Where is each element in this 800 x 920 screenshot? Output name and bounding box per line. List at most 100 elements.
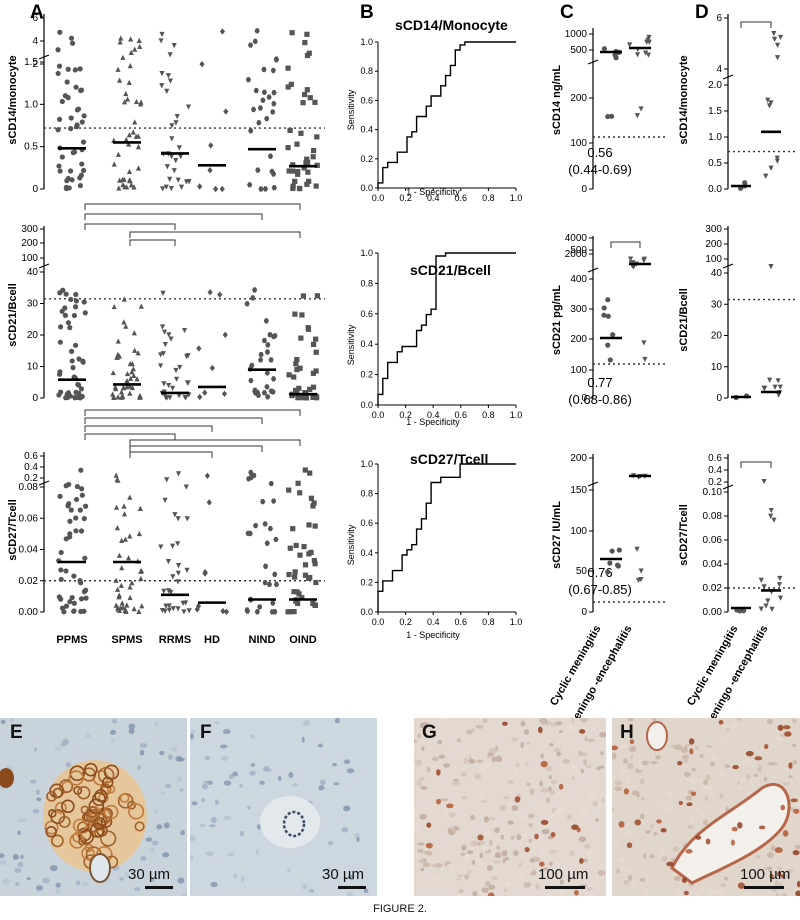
f-nuclei — [247, 805, 251, 810]
a-bot-points-1 — [113, 577, 119, 583]
plot-marks: 00.51.01.52460102030401002003000.000.020… — [19, 13, 795, 627]
a-bot-points-0 — [81, 589, 88, 595]
a-top-points-2 — [165, 73, 172, 79]
e-nuclei — [0, 859, 7, 866]
a-mid-points-0 — [63, 291, 69, 297]
a-top-points-0 — [73, 84, 79, 90]
a-top-points-4 — [253, 87, 259, 94]
a-bot-points-4 — [271, 498, 277, 504]
h-tissue — [673, 876, 682, 882]
h-tissue — [699, 754, 704, 759]
c-mid-tick-2: 200 — [570, 334, 587, 345]
a-top-points-5 — [287, 127, 293, 134]
d-bot-tick-02: 0.2 — [708, 477, 722, 488]
a-bot-points-0 — [59, 605, 66, 611]
h-tissue — [704, 795, 709, 802]
g-tissue — [598, 765, 605, 769]
a-mid-points-3 — [197, 393, 203, 401]
h-stained-cell — [780, 874, 785, 879]
g-tissue — [504, 856, 510, 861]
e-nuclei — [177, 776, 182, 782]
g-tissue — [549, 814, 557, 819]
a-top-points-1 — [128, 182, 134, 188]
h-tissue — [649, 854, 655, 859]
h-stained-cell — [629, 739, 635, 745]
g-tissue — [421, 746, 425, 751]
a-mid-points-1 — [120, 393, 126, 399]
h-tissue — [717, 891, 724, 896]
h-tissue — [795, 777, 800, 781]
g-tissue — [423, 850, 431, 855]
roc-cd14-ytick-3: 0.6 — [360, 95, 373, 105]
a-mid-points-5 — [310, 384, 317, 390]
a-bot-points-2 — [169, 543, 176, 549]
micrograph-h — [612, 718, 800, 896]
h-stained-cell — [691, 791, 697, 797]
h-tissue — [612, 807, 615, 812]
a-mid-points-1 — [128, 375, 134, 381]
h-tissue — [711, 756, 717, 762]
a-top-points-4 — [255, 167, 261, 173]
a-mid-points-2 — [182, 394, 188, 401]
a-top-points-5 — [286, 168, 292, 174]
a-bot-points-5 — [306, 522, 312, 528]
e-nuclei — [137, 765, 142, 770]
g-tissue — [466, 850, 474, 855]
d-bot-pts-1 — [761, 478, 767, 485]
f-nuclei — [232, 771, 239, 777]
a-bot-points-0 — [63, 603, 70, 609]
a-bot-points-1 — [119, 600, 125, 606]
d-bot-pts-1 — [768, 513, 774, 519]
h-tissue — [639, 813, 645, 820]
a-top-points-0 — [81, 113, 87, 119]
a-top-points-3 — [208, 142, 214, 149]
a-bot-points-0 — [73, 496, 80, 503]
a-top-points-5 — [304, 156, 310, 162]
a-mid-points-5 — [293, 361, 299, 367]
a-mid-points-0 — [65, 390, 72, 396]
scale-bar-g — [545, 886, 585, 889]
a-mid-tick-4: 40 — [27, 267, 39, 278]
a-top-points-5 — [302, 39, 308, 46]
h-tissue — [724, 764, 731, 769]
e-stained-cell — [134, 821, 145, 832]
g-tissue — [472, 890, 478, 896]
h-tissue — [732, 778, 739, 785]
h-stained-cell — [793, 808, 800, 814]
h-stained-cell — [681, 877, 687, 884]
g-stained-cell — [571, 824, 579, 830]
h-tissue — [685, 795, 693, 801]
h-tissue — [681, 754, 690, 759]
h-tissue — [649, 823, 654, 829]
a-bot-points-2 — [175, 541, 181, 547]
roc-ylabel-cd27: Sensitivity — [346, 524, 356, 565]
a-bot-points-0 — [67, 518, 73, 524]
c-bot-pts-0 — [614, 562, 621, 568]
a-bot-points-0 — [67, 599, 73, 605]
a-bot-tick-02: 0.2 — [24, 473, 38, 484]
a-bot-points-3 — [194, 606, 200, 613]
g-tissue — [419, 777, 425, 782]
g-stained-cell — [574, 889, 579, 896]
micro-letter-e: E — [10, 722, 23, 743]
a-mid-points-1 — [110, 394, 117, 400]
a-top-points-2 — [164, 164, 170, 170]
a-bot-points-1 — [114, 476, 120, 482]
a-mid-points-5 — [300, 293, 307, 299]
micro-letter-f: F — [200, 722, 212, 743]
a-bot-points-1 — [129, 580, 135, 586]
a-bot-points-5 — [302, 562, 309, 568]
h-tissue — [639, 877, 646, 882]
a-bot-points-2 — [175, 471, 182, 477]
g-tissue — [461, 796, 468, 800]
h-tissue — [770, 888, 778, 893]
e-nuclei — [149, 877, 155, 882]
f-nuclei — [210, 881, 218, 888]
a-mid-points-2 — [161, 381, 167, 387]
c-mid-ylabel: sCD21 pg/mL — [551, 285, 563, 356]
c-top-pts-1 — [627, 42, 633, 48]
a-top-points-0 — [74, 122, 80, 128]
d-mid-tick-0: 0 — [716, 393, 722, 404]
a-top-points-5 — [290, 183, 296, 189]
micrograph-g — [414, 718, 606, 896]
